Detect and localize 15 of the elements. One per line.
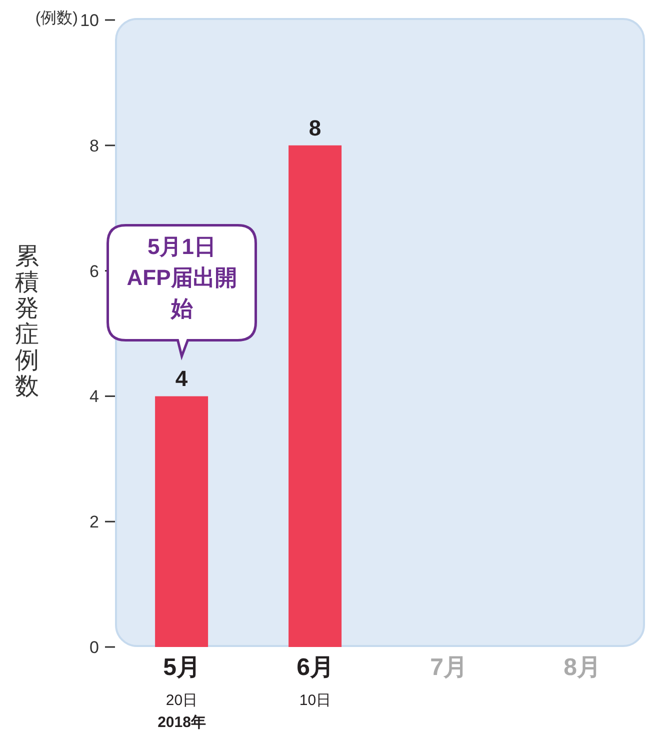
text: (例数) bbox=[34, 9, 78, 29]
x-tick-label: 5月 20日 2018年 bbox=[158, 654, 206, 731]
y-tick-label: 0 bbox=[90, 638, 99, 658]
y-tick-label: 6 bbox=[90, 262, 99, 281]
data-label: 4 bbox=[175, 366, 188, 392]
y-tick-label: 2 bbox=[90, 512, 99, 532]
x-tick-label: 6月 10日 bbox=[296, 654, 334, 709]
y-axis-title: 累積発症例数 bbox=[14, 243, 40, 400]
x-tick-label: 8月 bbox=[564, 654, 601, 681]
data-label: 8 bbox=[308, 115, 322, 140]
x-tick-label: 7月 bbox=[430, 654, 468, 681]
y-tick-label: 4 bbox=[90, 387, 99, 406]
y-tick-label: 8 bbox=[90, 136, 99, 156]
y-tick-label: 10 bbox=[80, 11, 99, 30]
annotation: 5月1日 AFP届出開始 bbox=[126, 233, 238, 324]
